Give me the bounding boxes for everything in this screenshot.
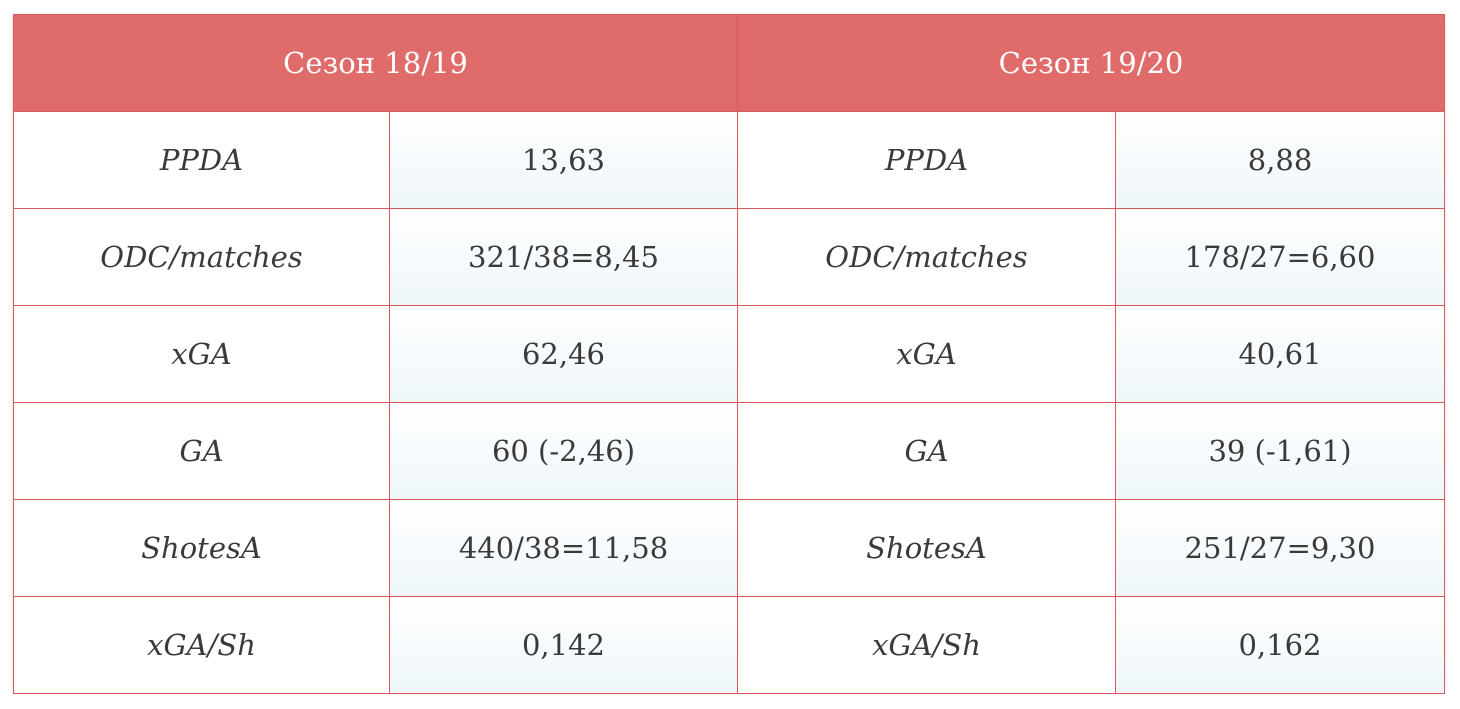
- table-row: ODC/matches 321/38=8,45 ODC/matches 178/…: [13, 208, 1445, 306]
- table-row: ShotesA 440/38=11,58 ShotesA 251/27=9,30: [13, 499, 1445, 597]
- season-header-1: Сезон 18/19: [13, 14, 738, 112]
- metric-value: 321/38=8,45: [389, 208, 738, 306]
- metric-label: xGA/Sh: [737, 596, 1116, 694]
- metric-value: 0,162: [1115, 596, 1445, 694]
- metric-label: GA: [13, 402, 390, 500]
- metric-value: 40,61: [1115, 305, 1445, 403]
- metric-label: xGA: [737, 305, 1116, 403]
- table-row: GA 60 (-2,46) GA 39 (-1,61): [13, 402, 1445, 500]
- metric-label: GA: [737, 402, 1116, 500]
- table-row: xGA 62,46 xGA 40,61: [13, 305, 1445, 403]
- metric-value: 13,63: [389, 111, 738, 209]
- metric-label: xGA: [13, 305, 390, 403]
- metric-label: ODC/matches: [13, 208, 390, 306]
- table-row: xGA/Sh 0,142 xGA/Sh 0,162: [13, 596, 1445, 694]
- metric-label: ShotesA: [13, 499, 390, 597]
- header-row: Сезон 18/19 Сезон 19/20: [13, 14, 1445, 112]
- season-header-2: Сезон 19/20: [737, 14, 1445, 112]
- metric-label: ShotesA: [737, 499, 1116, 597]
- table-row: PPDA 13,63 PPDA 8,88: [13, 111, 1445, 209]
- stats-table-container: Сезон 18/19 Сезон 19/20 PPDA 13,63 PPDA …: [13, 14, 1445, 694]
- metric-value: 0,142: [389, 596, 738, 694]
- metric-value: 178/27=6,60: [1115, 208, 1445, 306]
- metric-value: 251/27=9,30: [1115, 499, 1445, 597]
- metric-label: xGA/Sh: [13, 596, 390, 694]
- metric-value: 8,88: [1115, 111, 1445, 209]
- metric-value: 39 (-1,61): [1115, 402, 1445, 500]
- metric-value: 440/38=11,58: [389, 499, 738, 597]
- metric-value: 60 (-2,46): [389, 402, 738, 500]
- season-comparison-table: Сезон 18/19 Сезон 19/20 PPDA 13,63 PPDA …: [13, 14, 1445, 694]
- metric-value: 62,46: [389, 305, 738, 403]
- metric-label: PPDA: [737, 111, 1116, 209]
- metric-label: ODC/matches: [737, 208, 1116, 306]
- metric-label: PPDA: [13, 111, 390, 209]
